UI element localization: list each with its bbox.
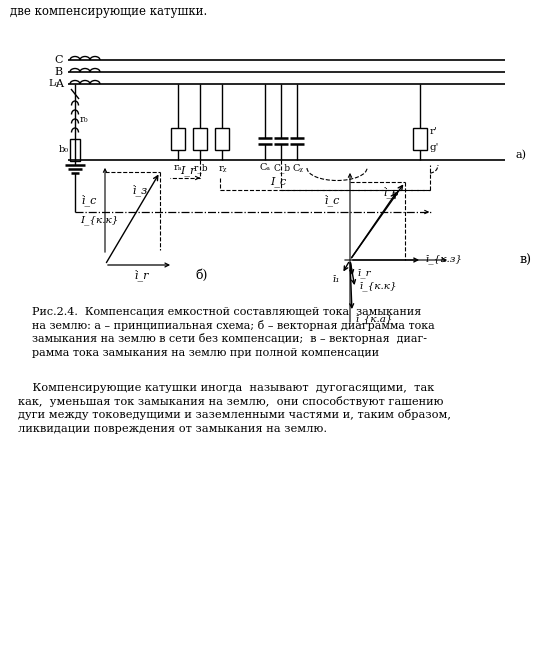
Text: а): а): [515, 150, 526, 160]
Text: i̇_c: i̇_c: [81, 194, 97, 206]
Text: i̇_c: i̇_c: [324, 194, 340, 206]
Text: r_b: r_b: [193, 163, 208, 173]
Text: i̇_r: i̇_r: [357, 268, 371, 278]
Text: C: C: [54, 55, 63, 65]
Text: B: B: [55, 67, 63, 77]
Text: b₀: b₀: [59, 145, 69, 155]
Text: i̇₁: i̇₁: [332, 275, 340, 285]
Bar: [193, 128, 207, 150]
Text: дуги между токоведущими и заземленными частями и, таким образом,: дуги между токоведущими и заземленными ч…: [18, 409, 451, 421]
Text: C_b: C_b: [274, 163, 291, 173]
Text: на землю: а – принципиальная схема; б – векторная диаграмма тока: на землю: а – принципиальная схема; б – …: [32, 320, 435, 331]
Text: i̇_в: i̇_в: [384, 186, 400, 198]
Text: rₐ: rₐ: [174, 163, 182, 172]
Text: замыкания на землю в сети без компенсации;  в – векторная  диаг-: замыкания на землю в сети без компенсаци…: [32, 334, 427, 344]
Bar: [413, 128, 427, 150]
Text: б): б): [195, 269, 207, 281]
Text: i̇_{к.а}: i̇_{к.а}: [355, 314, 393, 324]
Text: в): в): [520, 253, 532, 267]
Text: g': g': [430, 143, 439, 151]
Text: Cᵪ: Cᵪ: [292, 163, 304, 172]
Text: I_r: I_r: [180, 165, 195, 176]
Text: i̇_{к.з}: i̇_{к.з}: [425, 254, 462, 264]
Text: рамма тока замыкания на землю при полной компенсации: рамма тока замыкания на землю при полной…: [32, 348, 379, 358]
Text: I_c: I_c: [270, 177, 286, 188]
Text: I_{к.к}: I_{к.к}: [80, 215, 118, 225]
Text: rᵪ: rᵪ: [219, 163, 227, 172]
Bar: [215, 128, 229, 150]
Text: A: A: [55, 79, 63, 89]
Text: как,  уменьшая ток замыкания на землю,  они способствуют гашению: как, уменьшая ток замыкания на землю, он…: [18, 396, 444, 407]
Text: L₀: L₀: [48, 78, 59, 88]
Text: Рис.2.4.  Компенсация емкостной составляющей тока  замыкания: Рис.2.4. Компенсация емкостной составляю…: [32, 307, 421, 317]
Text: две компенсирующие катушки.: две компенсирующие катушки.: [10, 5, 207, 19]
Text: r': r': [430, 127, 438, 137]
Bar: [70, 139, 80, 161]
Text: i̇_{к.к}: i̇_{к.к}: [359, 281, 396, 291]
Text: i̇_r: i̇_r: [135, 269, 150, 281]
Text: i̇_з: i̇_з: [133, 184, 148, 196]
Text: Компенсирующие катушки иногда  называют  дугогасящими,  так: Компенсирующие катушки иногда называют д…: [18, 383, 434, 393]
Text: ликвидации повреждения от замыкания на землю.: ликвидации повреждения от замыкания на з…: [18, 423, 327, 433]
Text: r₀: r₀: [80, 115, 88, 123]
Text: Cₐ: Cₐ: [260, 163, 271, 172]
Bar: [171, 128, 185, 150]
